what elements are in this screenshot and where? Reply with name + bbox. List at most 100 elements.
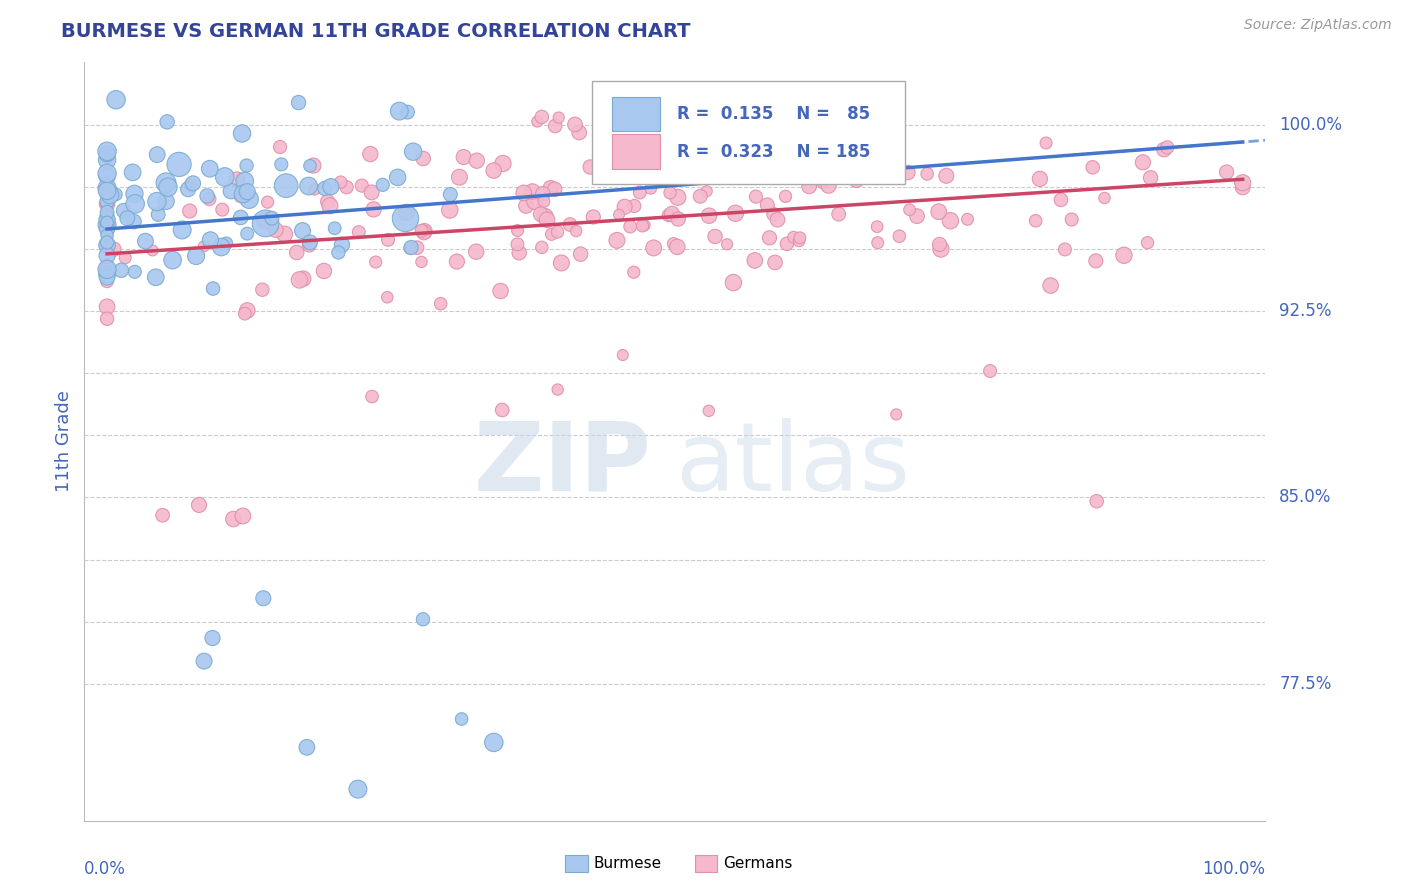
Point	[276, 178, 298, 193]
Point	[807, 170, 830, 185]
Point	[110, 263, 132, 277]
Point	[866, 219, 889, 234]
Point	[96, 178, 118, 193]
Point	[558, 218, 581, 232]
Point	[647, 112, 669, 127]
Point	[482, 163, 505, 178]
Point	[394, 211, 416, 226]
Point	[506, 237, 529, 252]
Point	[200, 233, 222, 247]
Point	[723, 276, 745, 290]
Text: 100.0%: 100.0%	[1202, 860, 1265, 878]
Point	[828, 207, 851, 221]
Point	[628, 186, 651, 200]
Point	[201, 631, 224, 645]
Point	[298, 159, 321, 173]
Point	[96, 311, 118, 326]
Point	[226, 172, 249, 186]
Point	[640, 181, 662, 195]
Point	[236, 227, 259, 241]
Point	[96, 145, 118, 159]
Point	[1112, 248, 1135, 262]
Point	[762, 207, 785, 221]
Point	[291, 224, 314, 238]
Point	[350, 178, 373, 193]
Point	[569, 247, 592, 261]
Point	[146, 207, 169, 221]
Point	[211, 202, 233, 217]
Point	[547, 225, 569, 239]
Point	[172, 223, 194, 237]
Point	[534, 210, 557, 224]
Point	[465, 244, 488, 259]
Point	[811, 176, 834, 190]
Point	[929, 242, 952, 256]
Text: 0.0%: 0.0%	[84, 860, 127, 878]
Text: 92.5%: 92.5%	[1279, 302, 1331, 320]
Point	[606, 233, 628, 247]
Point	[761, 104, 783, 119]
Bar	[612, 96, 659, 130]
Point	[214, 169, 236, 184]
Text: 85.0%: 85.0%	[1279, 489, 1331, 507]
Point	[96, 146, 118, 161]
Point	[260, 211, 283, 226]
Point	[288, 273, 311, 287]
Point	[530, 110, 553, 124]
Point	[269, 140, 291, 154]
Point	[184, 249, 207, 263]
Point	[96, 248, 118, 262]
Point	[162, 253, 184, 268]
Point	[482, 735, 505, 749]
Point	[491, 403, 513, 417]
Point	[745, 189, 768, 203]
Text: 100.0%: 100.0%	[1279, 116, 1343, 134]
Point	[229, 211, 252, 225]
Text: BURMESE VS GERMAN 11TH GRADE CORRELATION CHART: BURMESE VS GERMAN 11TH GRADE CORRELATION…	[60, 22, 690, 41]
Point	[96, 262, 118, 277]
Text: Source: ZipAtlas.com: Source: ZipAtlas.com	[1244, 18, 1392, 32]
Point	[1053, 243, 1076, 257]
Point	[188, 498, 211, 512]
Point	[105, 93, 128, 107]
Point	[316, 194, 339, 209]
Y-axis label: 11th Grade: 11th Grade	[55, 391, 73, 492]
Point	[595, 167, 617, 181]
Point	[547, 111, 569, 125]
Point	[167, 157, 190, 171]
Point	[302, 159, 325, 173]
Point	[506, 223, 529, 237]
Point	[96, 212, 118, 227]
Point	[1153, 143, 1175, 157]
Point	[550, 256, 572, 270]
Point	[787, 234, 810, 248]
Point	[273, 227, 295, 241]
Point	[96, 228, 118, 243]
Point	[613, 200, 636, 214]
Point	[889, 229, 911, 244]
Point	[1025, 213, 1047, 227]
Point	[1081, 161, 1104, 175]
Point	[231, 127, 253, 141]
Point	[156, 115, 179, 129]
Point	[449, 170, 471, 185]
Point	[96, 238, 118, 252]
Point	[884, 408, 907, 422]
Point	[544, 119, 567, 133]
Point	[360, 186, 382, 200]
Point	[146, 147, 169, 161]
Point	[298, 235, 321, 250]
FancyBboxPatch shape	[592, 81, 905, 184]
Point	[114, 251, 136, 265]
Point	[388, 104, 411, 119]
Point	[209, 240, 232, 254]
Point	[347, 782, 370, 797]
Point	[1085, 494, 1108, 508]
Point	[193, 654, 215, 668]
Point	[298, 179, 321, 194]
Point	[96, 166, 118, 180]
Point	[657, 209, 679, 223]
Point	[631, 219, 654, 233]
Point	[96, 270, 118, 285]
Point	[758, 231, 780, 245]
